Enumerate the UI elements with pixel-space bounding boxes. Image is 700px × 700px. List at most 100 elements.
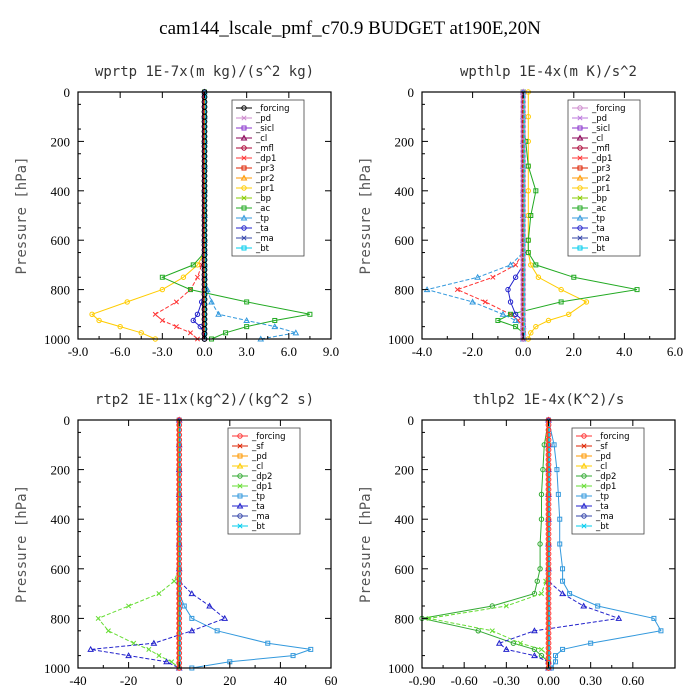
legend-entry: _mfl [572,144,610,154]
legend-marker [237,473,243,479]
legend-marker [241,195,247,201]
x-tick-label: -3.0 [152,344,173,359]
legend-entry: _forcing [236,104,290,114]
legend-label: _cl [595,462,607,472]
y-axis-label: Pressure [hPa] [14,485,30,603]
plot-wprtp: wprtp 1E-7x(m kg)/(s^2 kg) Pressure [hPa]… [14,64,339,359]
legend-marker [580,462,588,469]
legend-entry: _pr1 [572,184,611,194]
legend-entry: _dp1 [236,154,276,164]
series-point [513,262,519,268]
series-point [180,274,187,280]
x-tick-label: -0.60 [451,673,478,688]
series-point [537,541,543,547]
legend-marker [237,513,243,519]
legend-label: _dp2 [595,472,616,482]
series-point [538,491,545,498]
series-point [502,645,510,652]
legend-marker [240,214,248,221]
y-tick-label: 1000 [388,332,414,347]
series-point [505,286,511,293]
series-point [271,323,279,330]
legend-entry: _pr1 [236,184,275,194]
series-point [292,329,300,336]
series-point [290,653,296,659]
y-tick-label: 800 [51,283,71,298]
legend-entry: _sf [576,442,609,452]
legend-label: _ta [595,502,609,512]
series-point [87,645,94,652]
series-point [489,603,495,609]
x-tick-label: -20 [120,673,137,688]
legend-label: _sicl [255,124,274,134]
legend-entry: _pr3 [572,164,611,174]
plot-title: thlp2 1E-4x(K^2)/s [473,392,625,408]
legend-entry: _pr2 [572,174,611,184]
y-tick-label: 800 [395,283,415,298]
legend-marker [236,462,244,469]
series-point [223,330,229,336]
legend-entry: _cl [236,134,267,144]
legend: _forcing_pd_sicl_cl_mfl_dp1_pr3_pr2_pr1_… [231,99,305,257]
series-tp [546,417,664,671]
series-point [159,286,166,293]
legend-label: _sf [595,442,609,452]
series-point [503,603,509,609]
x-tick-label: 40 [274,673,287,688]
series-point [553,653,559,659]
series-dp1 [95,417,182,671]
series-point [189,615,195,621]
series-point [187,330,193,336]
legend-marker [577,195,583,201]
legend-marker [240,134,248,141]
legend-entry: _bp [236,194,271,204]
series-point [571,274,577,280]
legend-label: _pd [255,114,271,124]
y-axis-label: Pressure [hPa] [358,156,374,274]
x-tick-label: 0.0 [515,344,531,359]
series-point [474,273,482,280]
legend-marker [581,523,587,529]
legend-marker [577,235,583,241]
legend-entry: _forcing [576,432,630,442]
series-point [495,317,501,323]
series-point [512,274,519,280]
series-point [658,628,664,634]
series-point [308,646,314,652]
plot-title: rtp2 1E-11x(kg^2)/(kg^2 s) [95,392,314,408]
legend-marker [577,225,583,231]
legend-marker [576,134,584,141]
x-tick-label: 4.0 [616,344,632,359]
series-point [171,578,177,584]
series-point [615,614,623,621]
legend-entry: _bt [572,244,606,254]
legend-label: _forcing [251,432,286,442]
legend-label: _pd [595,452,611,462]
legend-label: _tp [255,214,269,224]
x-tick-label: -0.90 [408,673,435,688]
y-tick-label: 400 [395,184,415,199]
zero-markers [545,417,552,671]
legend-marker [241,155,247,161]
series-point [173,299,179,305]
legend-entry: _dp1 [232,482,272,492]
legend-label: _sicl [591,124,610,134]
plot-thlp2: thlp2 1E-4x(K^2)/s Pressure [hPa] -0.90 -0.… [358,392,676,688]
series-point [173,324,179,330]
plot-title: wpthlp 1E-4x(m K)/s^2 [460,64,637,80]
series-point [554,467,560,473]
series-point [138,330,144,336]
legend-label: _bp [591,194,607,204]
series-point [528,213,534,218]
series-point [146,646,152,652]
legend-marker [577,185,583,191]
series-point [567,591,573,597]
series-point [495,639,503,646]
legend-label: _ac [591,204,606,214]
legend-label: _pd [591,114,607,124]
series-point [152,311,158,317]
series-point [555,491,561,497]
series-point [513,324,519,330]
legend-entry: _forcing [572,104,626,114]
x-tick-label: 0.00 [537,673,560,688]
